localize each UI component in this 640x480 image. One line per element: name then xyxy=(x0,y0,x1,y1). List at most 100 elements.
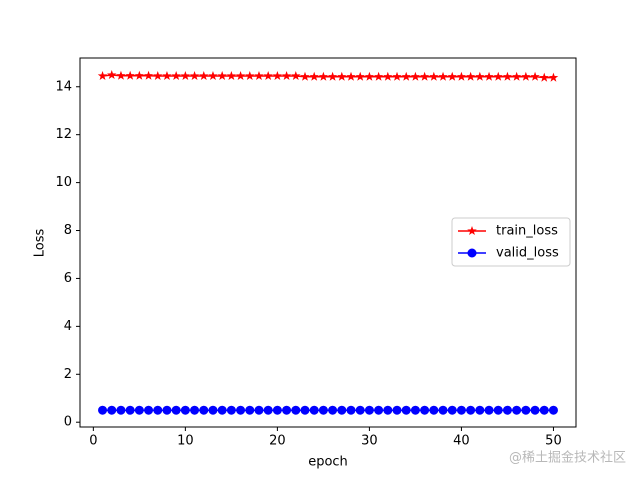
point xyxy=(475,71,485,81)
point xyxy=(254,405,264,415)
point xyxy=(530,405,540,415)
y-tick-label: 2 xyxy=(64,367,72,382)
x-tick-label: 0 xyxy=(89,434,97,449)
point xyxy=(245,405,255,415)
point xyxy=(291,70,301,81)
point xyxy=(97,70,108,81)
point xyxy=(502,405,512,415)
point xyxy=(447,71,457,81)
x-tick-label: 20 xyxy=(269,434,286,449)
point xyxy=(484,405,494,415)
point xyxy=(162,70,172,81)
point xyxy=(208,405,218,415)
point xyxy=(263,70,273,81)
legend-label: train_loss xyxy=(496,224,558,239)
point xyxy=(327,71,338,81)
point xyxy=(263,405,273,415)
y-tick-label: 0 xyxy=(64,415,72,430)
point xyxy=(254,70,264,81)
point xyxy=(300,405,310,415)
y-tick-label: 6 xyxy=(64,271,72,286)
point xyxy=(153,405,163,415)
point xyxy=(438,405,448,415)
point xyxy=(493,71,503,81)
point xyxy=(217,70,227,81)
point xyxy=(346,405,356,415)
point xyxy=(410,71,421,81)
y-tick-label: 12 xyxy=(55,127,72,142)
y-tick-label: 8 xyxy=(64,223,72,238)
legend-label: valid_loss xyxy=(496,246,559,261)
point xyxy=(309,71,319,81)
point xyxy=(521,405,531,415)
point xyxy=(401,71,411,81)
point xyxy=(392,71,402,81)
point xyxy=(456,405,466,415)
point xyxy=(373,71,384,81)
point xyxy=(539,72,550,82)
point xyxy=(429,405,439,415)
point xyxy=(374,405,384,415)
point xyxy=(282,405,292,415)
point xyxy=(208,70,218,81)
point xyxy=(98,405,108,415)
point xyxy=(245,70,255,81)
point xyxy=(144,405,154,415)
point xyxy=(548,72,559,82)
point xyxy=(162,405,172,415)
point xyxy=(364,405,374,415)
point xyxy=(383,405,393,415)
point xyxy=(447,405,457,415)
plot-frame xyxy=(79,57,577,428)
point xyxy=(291,405,301,415)
point xyxy=(355,71,365,81)
point xyxy=(125,405,135,415)
point xyxy=(171,405,181,415)
point xyxy=(410,405,420,415)
point xyxy=(548,405,558,415)
point xyxy=(530,71,540,81)
point xyxy=(484,71,494,81)
point xyxy=(189,70,200,81)
point xyxy=(125,70,135,80)
point xyxy=(281,70,292,81)
point xyxy=(512,405,522,415)
x-axis-label: epoch xyxy=(308,455,348,470)
point xyxy=(116,70,126,80)
point xyxy=(171,70,181,81)
point xyxy=(419,71,430,81)
point xyxy=(226,405,236,415)
point xyxy=(456,71,467,81)
y-tick-label: 10 xyxy=(55,175,72,190)
point xyxy=(438,71,448,81)
point xyxy=(318,71,329,81)
point xyxy=(383,71,393,81)
point xyxy=(328,405,338,415)
point xyxy=(107,405,117,415)
point xyxy=(337,405,347,415)
point xyxy=(300,71,310,81)
point xyxy=(272,405,282,415)
point xyxy=(337,71,347,81)
point xyxy=(272,70,283,81)
point xyxy=(429,71,439,81)
point xyxy=(134,70,145,80)
point xyxy=(521,71,531,81)
point xyxy=(309,405,319,415)
point xyxy=(502,71,513,81)
point xyxy=(143,70,154,80)
point xyxy=(539,405,549,415)
point xyxy=(401,405,411,415)
point xyxy=(134,405,144,415)
point xyxy=(465,71,476,81)
point xyxy=(199,70,209,81)
watermark: @稀土掘金技术社区 xyxy=(509,450,626,466)
point xyxy=(236,405,246,415)
point xyxy=(226,70,237,81)
point xyxy=(190,405,200,415)
x-tick-label: 50 xyxy=(545,434,562,449)
point xyxy=(116,405,126,415)
point xyxy=(420,405,430,415)
point xyxy=(180,70,191,81)
